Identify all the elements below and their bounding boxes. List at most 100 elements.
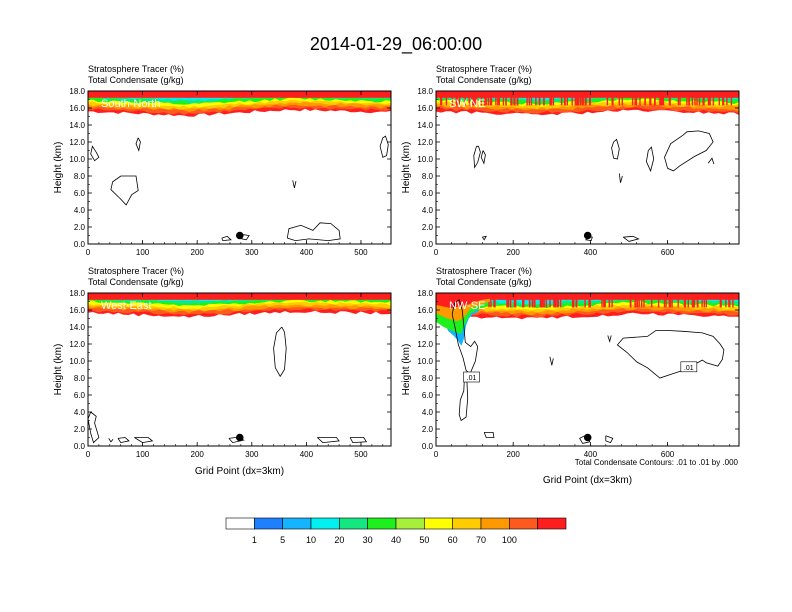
tracer-streak <box>730 91 733 106</box>
tracer-streak <box>480 91 483 106</box>
tracer-streak <box>608 293 611 308</box>
tracer-streak <box>464 91 466 106</box>
tracer-streak <box>677 91 680 106</box>
y-tick-label: 2.0 <box>422 223 434 232</box>
y-axis-label: Height (km) <box>401 142 412 194</box>
tracer-streak <box>641 293 643 308</box>
tracer-streak <box>707 91 710 106</box>
y-tick-label: 2.0 <box>422 425 434 434</box>
condensate-contour <box>117 437 130 444</box>
x-axis-label: Grid Point (dx=3km) <box>195 466 284 477</box>
condensate-contour <box>108 438 114 443</box>
tracer-streak <box>539 91 541 106</box>
tracer-streak <box>553 293 555 308</box>
y-tick-label: 14.0 <box>69 323 85 332</box>
tracer-streak <box>473 91 475 106</box>
tracer-streak <box>589 91 591 106</box>
plot-area <box>436 91 739 244</box>
tracer-streak <box>705 293 707 308</box>
condensate-contour <box>607 335 612 343</box>
tracer-streak <box>571 91 573 106</box>
tracer-streak <box>708 91 710 106</box>
x-tick-label: 300 <box>245 248 259 257</box>
colorbar: 1 5 10 20 30 40 50 60 70 100 <box>225 517 567 545</box>
condensate-contour <box>473 145 481 169</box>
x-tick-label: 400 <box>300 450 314 459</box>
tracer-streak <box>574 91 577 106</box>
tracer-streak <box>684 293 686 308</box>
tracer-streak <box>688 91 690 106</box>
y-tick-label: 8.0 <box>422 172 434 181</box>
y-tick-label: 6.0 <box>422 189 434 198</box>
tracer-streak <box>601 293 603 308</box>
y-tick-label: 4.0 <box>74 408 86 417</box>
y-tick-label: 16.0 <box>69 104 85 113</box>
condensate-contour <box>483 432 495 438</box>
panel-name: SW-NE <box>449 98 485 110</box>
x-tick-label: 0 <box>86 248 91 257</box>
tracer-streak <box>509 293 512 308</box>
y-tick-label: 0.0 <box>422 442 434 451</box>
tracer-streak <box>651 293 653 308</box>
y-tick-label: 12.0 <box>417 340 433 349</box>
panel-title-line: Total Condensate (g/kg) <box>436 277 532 287</box>
tracer-streak <box>495 91 497 106</box>
y-tick-label: 0.0 <box>74 442 86 451</box>
tracer-streak <box>543 91 545 106</box>
y-tick-label: 6.0 <box>74 391 86 400</box>
tracer-streak <box>686 91 688 106</box>
condensate-contour <box>134 437 154 444</box>
tracer-streak <box>493 293 495 308</box>
plot-area <box>88 91 391 244</box>
tracer-streak <box>494 293 496 308</box>
condensate-contour <box>90 145 100 162</box>
tracer-streak <box>505 91 507 106</box>
tracer-streak <box>701 293 703 308</box>
x-tick-label: 400 <box>300 248 314 257</box>
y-tick-label: 6.0 <box>74 189 86 198</box>
tracer-streak <box>671 293 673 308</box>
contour-label: .01 <box>684 365 694 372</box>
tracer-streak <box>513 293 516 308</box>
colorbar-label: 60 <box>448 535 458 545</box>
tracer-streak <box>719 293 722 308</box>
colorbar-box <box>424 517 453 530</box>
tracer-streak <box>456 91 458 106</box>
contour-label-box <box>680 361 698 373</box>
x-tick-label: 0 <box>86 450 91 459</box>
panel-west-east: West-East Stratosphere Tracer (%)Total Co… <box>53 266 392 477</box>
y-tick-label: 14.0 <box>69 121 85 130</box>
x-tick-label: 300 <box>245 450 259 459</box>
y-tick-label: 8.0 <box>74 172 86 181</box>
tracer-streak <box>584 293 586 308</box>
tracer-streak <box>489 91 491 106</box>
colorbar-box <box>537 517 567 530</box>
tracer-streak <box>669 293 672 308</box>
y-tick-label: 10.0 <box>417 357 433 366</box>
colorbar-label: 50 <box>419 535 429 545</box>
tracer-streak <box>649 91 652 106</box>
tracer-streak <box>687 293 689 308</box>
y-tick-label: 16.0 <box>417 104 433 113</box>
tracer-streak <box>535 91 537 106</box>
panel-name: West-East <box>101 300 152 312</box>
tracer-streak <box>552 91 555 106</box>
tracer-streak <box>654 91 656 106</box>
tracer-streak <box>728 293 730 308</box>
condensate-contour <box>611 138 620 160</box>
tracer-streak <box>691 91 694 106</box>
tracer-streak <box>471 91 473 106</box>
tracer-streak <box>483 91 486 106</box>
location-marker <box>583 433 592 442</box>
y-tick-label: 12.0 <box>69 340 85 349</box>
tracer-streak <box>644 91 646 106</box>
tracer-streak <box>445 91 448 106</box>
figure-title: 2014-01-29_06:00:00 <box>310 34 482 55</box>
tracer-streak <box>696 293 699 308</box>
panel-sw-ne: SW-NE Stratosphere Tracer (%)Total Conden… <box>401 64 740 257</box>
condensate-contour <box>228 437 246 444</box>
tracer-streak <box>468 91 470 106</box>
contour-label: .01 <box>467 375 477 382</box>
colorbar-label: 5 <box>280 535 285 545</box>
tracer-streak <box>679 91 681 106</box>
